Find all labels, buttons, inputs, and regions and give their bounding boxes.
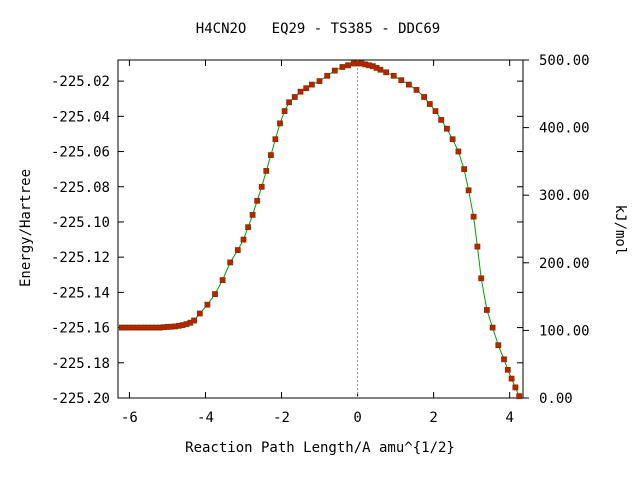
data-point <box>245 224 252 231</box>
data-point <box>377 66 384 73</box>
y-tick-label: -225.10 <box>51 215 110 231</box>
y-tick-label: -225.12 <box>51 250 110 266</box>
data-point <box>297 88 304 95</box>
data-point <box>303 85 310 92</box>
data-point <box>331 67 338 74</box>
data-point <box>383 69 390 76</box>
y2-tick-label: 0.00 <box>539 391 573 407</box>
data-point <box>263 167 270 174</box>
y2-tick-label: 100.00 <box>539 323 590 339</box>
data-point <box>474 243 481 250</box>
y-tick-label: -225.04 <box>51 109 110 125</box>
data-point <box>432 108 439 114</box>
data-point <box>219 277 226 284</box>
data-point <box>267 152 274 159</box>
y-axis-label: Energy/Hartree <box>18 169 34 287</box>
y-tick-label: -225.02 <box>51 74 110 90</box>
data-point <box>281 108 288 114</box>
x-tick-label: -2 <box>273 410 290 426</box>
data-point <box>204 301 211 308</box>
data-point <box>421 94 428 100</box>
x-tick-label: -6 <box>121 410 138 426</box>
y-tick-label: -225.18 <box>51 356 110 372</box>
data-point <box>277 120 283 127</box>
data-points <box>118 60 523 400</box>
x-tick-label: -4 <box>197 410 214 426</box>
y-tick-label: -225.06 <box>51 145 110 161</box>
data-point <box>339 64 346 70</box>
data-point <box>272 136 279 143</box>
x-axis: -6 -4 -2 0 2 4 <box>121 60 514 426</box>
data-point <box>461 166 468 173</box>
x-tick-label: 4 <box>505 410 513 426</box>
x-tick-label: 0 <box>353 410 361 426</box>
y2-tick-label: 500.00 <box>539 53 590 69</box>
data-point <box>227 259 234 266</box>
plot-frame <box>117 59 524 399</box>
y2-tick-label: 300.00 <box>539 188 590 204</box>
data-point <box>308 81 315 88</box>
data-point <box>212 291 218 298</box>
data-point <box>258 183 265 190</box>
data-point <box>249 211 256 218</box>
data-point <box>324 72 331 79</box>
x-axis-label: Reaction Path Length/A amu^{1/2} <box>185 440 455 456</box>
data-point <box>196 310 203 317</box>
data-point <box>495 342 502 349</box>
y-tick-label: -225.16 <box>51 321 110 337</box>
energy-curve <box>121 63 520 397</box>
data-point <box>286 99 293 106</box>
data-point <box>478 275 485 282</box>
data-point <box>455 148 462 155</box>
data-point <box>465 187 472 194</box>
y2-tick-label: 200.00 <box>539 256 590 272</box>
data-point <box>316 78 323 84</box>
data-point <box>501 356 507 363</box>
data-point <box>413 87 420 93</box>
data-point <box>405 81 412 88</box>
data-point <box>489 324 496 331</box>
data-point <box>483 307 490 313</box>
data-point <box>254 197 261 204</box>
data-point <box>234 247 241 254</box>
data-point <box>191 317 198 324</box>
data-point <box>398 77 405 84</box>
data-point <box>240 236 247 243</box>
data-point <box>449 136 456 143</box>
data-point <box>438 117 445 123</box>
y-axis-left: -225.02 -225.04 -225.06 -225.08 -225.10 -225.… <box>51 74 523 407</box>
data-point <box>426 101 433 107</box>
y2-tick-label: 400.00 <box>539 121 590 137</box>
x-tick-label: 2 <box>429 410 437 426</box>
data-point <box>508 375 515 382</box>
y-axis-right: 0.00 100.00 200.00 300.00 400.00 500.00 <box>523 53 590 407</box>
data-point <box>390 72 397 79</box>
y-tick-label: -225.20 <box>51 391 110 407</box>
data-point <box>512 384 519 391</box>
data-point <box>504 366 511 373</box>
data-point <box>443 125 450 132</box>
chart-title: H4CN2O EQ29 - TS385 - DDC69 <box>196 21 440 37</box>
data-point <box>345 62 352 69</box>
y-tick-label: -225.08 <box>51 180 110 196</box>
data-point <box>291 94 298 100</box>
data-point <box>470 213 477 220</box>
data-point <box>516 393 523 400</box>
y2-axis-label: kJ/mol <box>612 205 628 256</box>
y-tick-label: -225.14 <box>51 285 110 301</box>
